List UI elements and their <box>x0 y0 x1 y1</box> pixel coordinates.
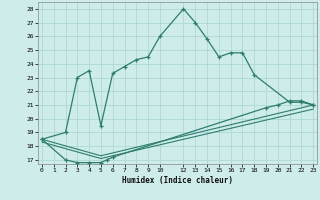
X-axis label: Humidex (Indice chaleur): Humidex (Indice chaleur) <box>122 176 233 185</box>
